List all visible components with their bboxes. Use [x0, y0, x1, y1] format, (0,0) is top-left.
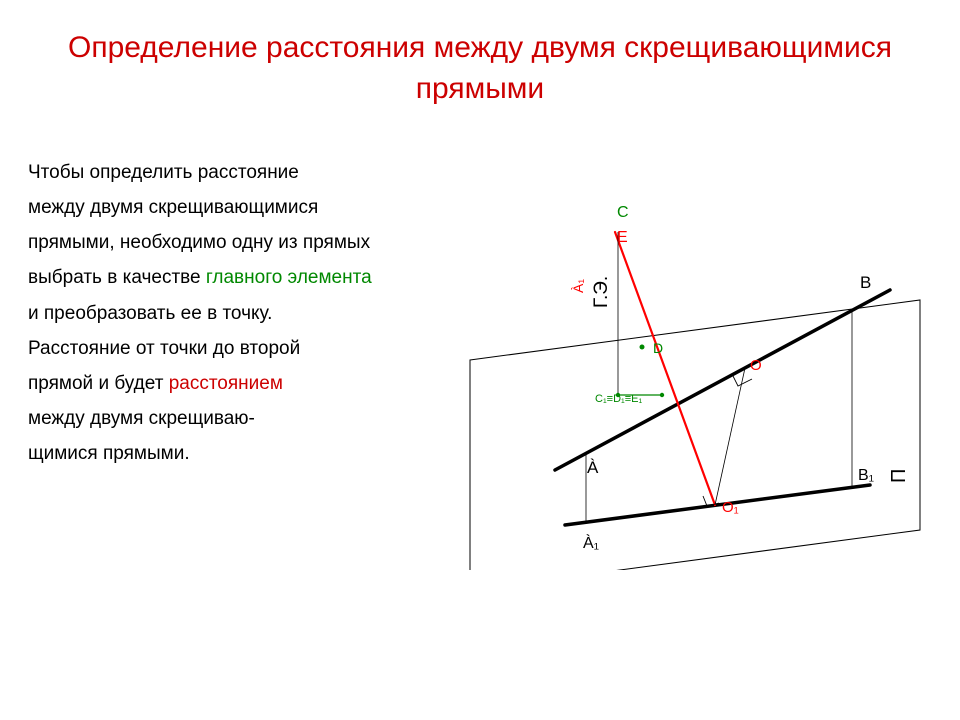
- pt-D: [640, 345, 645, 350]
- lbl-E: E: [617, 229, 628, 246]
- page-title: Определение расстояния между двумя скрещ…: [0, 0, 960, 109]
- text-line: Расстояние от точки до второй: [28, 331, 448, 366]
- geometry-diagram: CE Г.Э. À₁ D C₁≡D₁≡E₁ B O À B₁ O₁ À₁ П: [440, 170, 940, 570]
- plane-label: П: [888, 469, 910, 483]
- text-segment: и преобразовать ее в точку.: [28, 303, 272, 324]
- text-line: прямыми, необходимо одну из прямых: [28, 225, 448, 260]
- lbl-A: À: [587, 458, 599, 477]
- lbl-C1D1E1: C₁≡D₁≡E₁: [595, 393, 642, 405]
- text-line: прямой и будет расстоянием: [28, 366, 448, 401]
- text-segment: Расстояние от точки до второй: [28, 338, 300, 359]
- lbl-D: D: [653, 340, 663, 356]
- text-line: щимися прямыми.: [28, 436, 448, 471]
- text-segment: выбрать в качестве: [28, 267, 206, 288]
- lbl-C: C: [617, 204, 629, 221]
- text-line: Чтобы определить расстояние: [28, 155, 448, 190]
- lbl-O1: O₁: [722, 499, 739, 516]
- text-segment: расстоянием: [169, 373, 283, 394]
- pt-C1D1E1-right: [660, 393, 664, 397]
- lbl-A1-dash: À₁: [570, 279, 586, 293]
- lbl-GE: Г.Э.: [591, 276, 612, 308]
- text-line: и преобразовать ее в точку.: [28, 296, 448, 331]
- text-line: выбрать в качестве главного элемента: [28, 260, 448, 295]
- lbl-B1: B₁: [858, 467, 874, 484]
- text-segment: прямой и будет: [28, 373, 169, 394]
- text-segment: между двумя скрещивающимися: [28, 197, 318, 218]
- text-segment: главного элемента: [206, 267, 372, 288]
- line-A1B1: [565, 485, 870, 525]
- description-paragraph: Чтобы определить расстояние между двумя с…: [28, 155, 448, 471]
- text-line: между двумя скрещивающимися: [28, 190, 448, 225]
- lbl-A1: À₁: [583, 533, 599, 552]
- text-segment: между двумя скрещиваю-: [28, 408, 255, 429]
- text-segment: щимися прямыми.: [28, 443, 190, 464]
- lbl-B: B: [860, 273, 871, 292]
- text-segment: прямыми, необходимо одну из прямых: [28, 232, 370, 253]
- text-line: между двумя скрещиваю-: [28, 401, 448, 436]
- projection-plane: [470, 300, 920, 570]
- line-CO1: [615, 232, 715, 505]
- text-segment: Чтобы определить расстояние: [28, 162, 299, 183]
- line-AB: [555, 290, 890, 470]
- lbl-O: O: [750, 357, 762, 374]
- proj-O-O1: [715, 368, 745, 505]
